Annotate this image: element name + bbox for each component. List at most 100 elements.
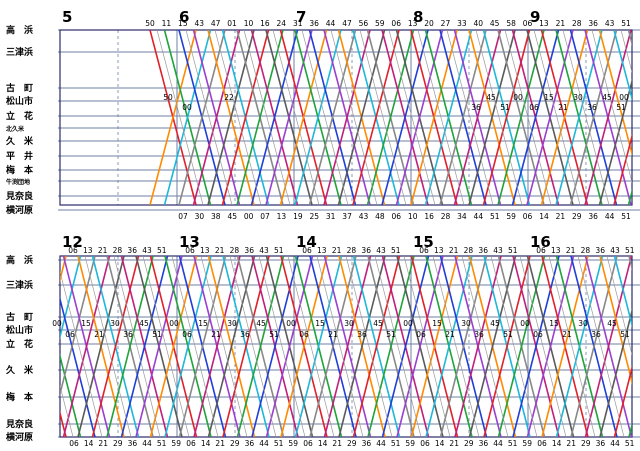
up-train-line (178, 256, 227, 437)
departure-time-top: 28 (464, 246, 474, 255)
mid-time-label: 15 (81, 319, 91, 328)
arrival-time-bottom: 29 (581, 439, 591, 448)
mid-time-label: 15 (198, 319, 208, 328)
up-train-line (337, 30, 386, 205)
departure-time-top: 51 (274, 246, 284, 255)
mid-time-label: 36 (587, 103, 597, 112)
arrival-time-bottom: 51 (625, 439, 635, 448)
up-train-line (207, 256, 256, 437)
mid-time-label: 21 (94, 330, 104, 339)
mid-time-label: 51 (503, 330, 513, 339)
up-train-line (526, 30, 574, 205)
station-label: 梅 本 (6, 391, 34, 403)
arrival-time-bottom: 44 (610, 439, 620, 448)
up-train-line (482, 30, 531, 205)
up-train-line (265, 30, 313, 205)
departure-time-top: 31 (293, 19, 303, 28)
departure-time-top: 45 (490, 19, 500, 28)
up-train-line (106, 256, 154, 437)
arrival-time-bottom: 43 (359, 212, 369, 221)
up-train-line (309, 256, 357, 437)
mid-time-label: 36 (357, 330, 367, 339)
arrival-time-bottom: 51 (274, 439, 284, 448)
up-train-line (555, 30, 603, 205)
mid-time-label: 30 (461, 319, 471, 328)
arrival-time-bottom: 21 (332, 439, 342, 448)
local-train-line (185, 30, 233, 205)
departure-time-top: 16 (260, 19, 270, 28)
departure-time-top: 47 (342, 19, 352, 28)
arrival-time-bottom: 59 (522, 439, 532, 448)
departure-time-top: 36 (309, 19, 319, 28)
arrival-time-bottom: 29 (347, 439, 357, 448)
hour-label-15: 15 (413, 233, 434, 251)
up-train-line (584, 30, 632, 205)
arrival-time-bottom: 36 (479, 439, 489, 448)
mid-time-label: 36 (474, 330, 484, 339)
up-train-line (599, 307, 632, 437)
mid-time-label: 15 (544, 93, 554, 102)
arrival-time-bottom: 59 (506, 212, 516, 221)
up-train-line (207, 30, 255, 205)
up-train-line (135, 256, 183, 437)
departure-time-top: 40 (474, 19, 484, 28)
station-label: 平 井 (6, 150, 33, 162)
local-train-line (636, 256, 640, 437)
arrival-time-bottom: 25 (309, 212, 319, 221)
arrival-time-bottom: 00 (244, 212, 254, 221)
arrival-time-bottom: 59 (171, 439, 181, 448)
arrival-time-bottom: 44 (376, 439, 386, 448)
departure-time-top: 06 (419, 246, 429, 255)
arrival-time-bottom: 07 (178, 212, 188, 221)
departure-time-top: 06 (536, 246, 546, 255)
local-train-line (156, 30, 204, 205)
arrival-time-bottom: 59 (405, 439, 415, 448)
up-train-line (454, 256, 502, 437)
departure-time-top: 51 (625, 246, 635, 255)
up-train-line (395, 30, 444, 205)
up-train-line (294, 30, 342, 205)
local-train-line (330, 30, 378, 205)
hour-label-5: 5 (62, 8, 72, 26)
local-train-line (533, 30, 581, 205)
mid-time-label: 22 (224, 93, 234, 102)
arrival-time-bottom: 06 (69, 439, 79, 448)
departure-time-top: 13 (83, 246, 93, 255)
up-train-line (323, 256, 372, 437)
up-train-line (497, 30, 545, 205)
mid-time-label: 06 (529, 103, 539, 112)
up-train-line (91, 256, 140, 437)
departure-time-top: 56 (359, 19, 369, 28)
local-train-line (374, 256, 422, 437)
departure-time-top: 43 (142, 246, 152, 255)
departure-time-top: 21 (215, 246, 225, 255)
arrival-time-bottom: 21 (566, 439, 576, 448)
departure-time-top: 21 (449, 246, 459, 255)
mid-time-label: 00 (520, 319, 530, 328)
diagram-frame (59, 29, 633, 206)
mid-time-label: 30 (344, 319, 354, 328)
arrival-time-bottom: 06 (537, 439, 547, 448)
up-train-line (236, 30, 284, 205)
local-train-line (214, 30, 262, 205)
station-label: 三津浜 (6, 279, 33, 291)
up-train-line (570, 256, 618, 437)
up-train-line (265, 256, 314, 437)
departure-time-top: 06 (68, 246, 78, 255)
departure-time-top: 13 (434, 246, 444, 255)
up-train-line (410, 30, 458, 205)
up-train-line (279, 30, 328, 205)
arrival-time-bottom: 44 (474, 212, 484, 221)
mid-time-label: 06 (416, 330, 426, 339)
up-train-line (323, 30, 371, 205)
down-train-line (628, 256, 632, 272)
arrival-time-bottom: 06 (303, 439, 313, 448)
departure-time-top: 06 (523, 19, 533, 28)
local-train-line (359, 30, 407, 205)
station-label: 北久米 (6, 125, 24, 133)
local-train-line (60, 270, 103, 437)
arrival-time-bottom: 36 (588, 212, 598, 221)
up-train-line (251, 256, 299, 437)
local-train-line (301, 30, 349, 205)
arrival-time-bottom: 36 (128, 439, 138, 448)
